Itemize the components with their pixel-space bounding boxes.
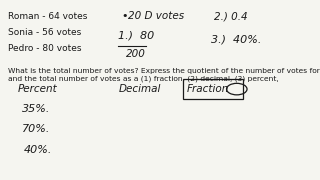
Text: 40%.: 40%. <box>24 145 52 155</box>
Text: 70%.: 70%. <box>22 124 51 134</box>
Text: Sonia - 56 votes: Sonia - 56 votes <box>8 28 81 37</box>
Text: Decimal: Decimal <box>118 84 161 94</box>
Text: Pedro - 80 votes: Pedro - 80 votes <box>8 44 82 53</box>
Text: Roman - 64 votes: Roman - 64 votes <box>8 12 87 21</box>
Text: 200: 200 <box>126 49 146 59</box>
Text: 35%.: 35%. <box>22 104 51 114</box>
Text: Fraction: Fraction <box>187 84 229 94</box>
Text: 20 D votes: 20 D votes <box>128 11 184 21</box>
Text: 2.) 0.4: 2.) 0.4 <box>214 11 248 21</box>
Text: Percent: Percent <box>18 84 57 94</box>
Text: 1.)  80: 1.) 80 <box>118 31 155 41</box>
Text: What is the total number of votes? Express the quotient of the number of votes f: What is the total number of votes? Expre… <box>8 68 320 82</box>
Text: 3.)  40%.: 3.) 40%. <box>211 35 261 45</box>
Text: •: • <box>122 11 128 21</box>
